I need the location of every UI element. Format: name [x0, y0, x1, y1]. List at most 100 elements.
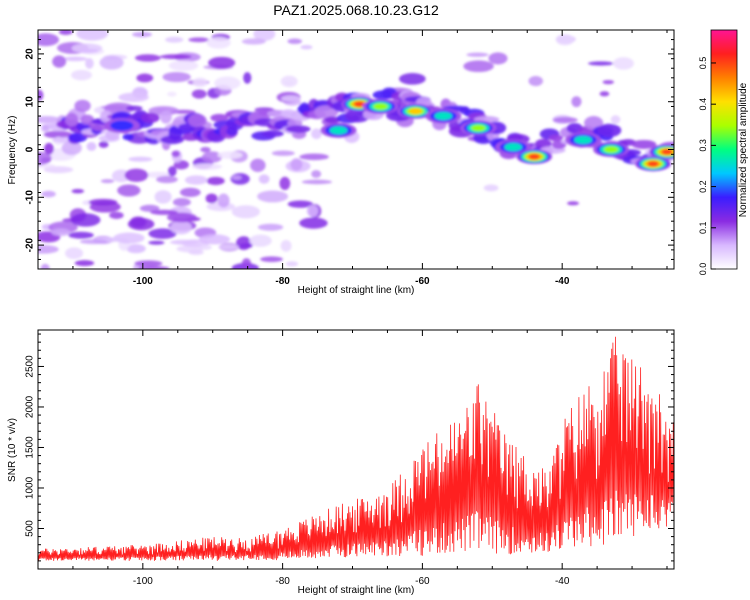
spectrogram-cell: [134, 260, 163, 267]
spectrogram-cell: [74, 99, 91, 113]
spectrogram-cell: [191, 89, 207, 99]
spectrogram-cell: [65, 247, 84, 260]
spectrogram-cell: [139, 204, 160, 212]
spectrogram-cell: [58, 30, 73, 36]
y-tick-label: 2000: [25, 395, 36, 418]
spectrogram-cell: [41, 190, 56, 198]
spectrogram-cell: [150, 209, 178, 215]
spectrogram-cell: [206, 176, 225, 186]
spectrogram-peak: [603, 146, 619, 153]
spectrogram-cell: [128, 156, 153, 162]
spectrogram-cell: [43, 130, 73, 139]
spectrogram-cell: [148, 106, 179, 116]
spectrogram-cell: [79, 239, 108, 245]
spectrogram-cell: [200, 146, 211, 153]
spectrogram-peak: [434, 111, 453, 121]
y-tick-label: 1500: [25, 436, 36, 459]
spectrogram-y-axis: -20 -10 0 10 20: [25, 29, 674, 270]
spectrogram-cell: [172, 198, 191, 207]
spectrogram-cell: [599, 91, 610, 97]
colorbar-axis: 0.0 0.1 0.2 0.3 0.4 0.5: [698, 57, 716, 275]
spectrogram-cell: [126, 244, 146, 254]
spectrogram-cell: [98, 141, 109, 148]
colorbar-tick-label: 0.3: [698, 139, 708, 152]
spectrogram-cell: [602, 80, 615, 85]
spectrogram-cell: [76, 30, 109, 41]
spectrogram-cell: [231, 175, 242, 180]
spectrogram-cell: [162, 71, 191, 83]
spectrogram-cell: [188, 37, 210, 43]
spectrogram-cell: [205, 193, 218, 204]
spectrogram-cell: [236, 236, 252, 251]
spectrogram-cell: [86, 141, 97, 151]
spectrogram-cell: [198, 234, 231, 245]
spectrogram-x-axis-label: Height of straight line (km): [298, 285, 415, 296]
spectrogram-cell: [127, 217, 155, 231]
spectrogram-cell: [299, 217, 328, 229]
spectrogram-cell: [71, 69, 92, 81]
spectrogram-cell: [99, 55, 124, 70]
colorbar-tick-label: 0.1: [698, 222, 708, 235]
spectrogram-cell: [38, 245, 59, 254]
spectrogram-cell: [188, 249, 204, 255]
spectrogram-cell: [117, 184, 141, 197]
spectrogram-cell: [243, 72, 252, 84]
x-tick-label: -100: [133, 276, 153, 287]
spectrogram-cell: [311, 128, 322, 140]
y-tick-label: 20: [25, 48, 36, 60]
spectrogram-cell: [68, 231, 94, 239]
spectrogram-cell: [555, 34, 575, 46]
spectrogram-cell: [488, 52, 508, 65]
spectrogram-cell: [567, 201, 580, 206]
snr-line: [38, 336, 674, 561]
spectrogram-cell: [249, 234, 272, 247]
spectrogram-cell: [300, 45, 313, 50]
spectrogram-y-axis-label: Frequency (Hz): [7, 116, 18, 185]
spectrogram-cell: [217, 193, 230, 208]
spectrogram-cell: [88, 198, 118, 206]
spectrogram-cell: [100, 179, 115, 184]
spectrogram-cell: [548, 134, 564, 142]
spectrogram-peak: [353, 101, 366, 107]
spectrogram-cell: [287, 200, 314, 208]
spectrogram-cell: [285, 125, 311, 133]
spectrogram-cell: [126, 105, 143, 111]
spectrogram-cell: [214, 76, 241, 90]
spectrogram-cell: [184, 175, 208, 185]
spectrogram-cell: [301, 179, 333, 185]
spectrogram-cell: [279, 176, 291, 191]
spectrogram-cell: [199, 244, 212, 250]
spectrogram-cell: [71, 188, 85, 194]
spectrogram-cell: [528, 76, 544, 87]
spectrogram-cell: [148, 228, 177, 239]
y-tick-label: 10: [25, 96, 36, 108]
spectrogram-cell: [287, 119, 303, 128]
spectrogram-cell: [154, 190, 172, 204]
spectrogram-cell: [631, 139, 657, 149]
spectrogram-cell: [261, 130, 284, 138]
spectrogram-cell: [271, 150, 295, 156]
x-tick-label: -60: [415, 576, 430, 587]
spectrogram-peak: [373, 102, 388, 110]
spectrogram-peak: [409, 108, 422, 115]
x-tick-label: -80: [275, 576, 290, 587]
spectrogram-cell: [124, 168, 149, 182]
spectrogram-cell: [280, 75, 298, 88]
spectrogram-cell: [167, 166, 177, 177]
spectrogram-cell: [466, 52, 489, 57]
spectrogram-cell: [584, 116, 604, 130]
spectrogram-cell: [613, 57, 634, 70]
spectrogram-cell: [64, 112, 79, 127]
spectrogram-cell: [137, 265, 170, 269]
spectrogram-x-axis: -100 -80 -60 -40: [72, 30, 668, 287]
spectrogram-cell: [597, 123, 622, 138]
x-tick-label: -40: [555, 576, 570, 587]
spectrogram-cell: [287, 38, 303, 44]
x-tick-label: -40: [555, 276, 570, 287]
spectrogram-cell: [41, 125, 50, 133]
spectrogram-cell: [166, 212, 197, 223]
spectrogram-cell: [179, 187, 201, 197]
spectrogram-cell: [159, 110, 172, 124]
x-tick-label: -60: [415, 276, 430, 287]
